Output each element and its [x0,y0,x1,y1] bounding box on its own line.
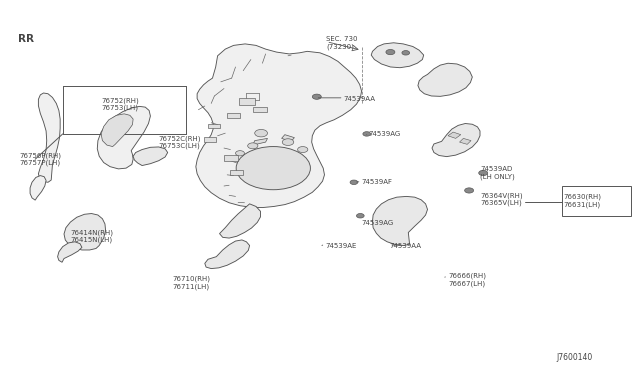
Polygon shape [196,44,362,208]
Text: 74539AG: 74539AG [362,220,394,226]
Polygon shape [371,43,424,68]
Polygon shape [64,214,106,250]
Circle shape [402,51,410,55]
Circle shape [282,139,294,145]
Polygon shape [97,106,150,169]
Polygon shape [58,242,82,262]
Circle shape [248,143,258,149]
Text: 76364V(RH)
76365V(LH): 76364V(RH) 76365V(LH) [480,192,523,206]
Bar [562,186,631,216]
Circle shape [479,170,488,176]
Bar [204,137,216,142]
Circle shape [236,147,310,190]
Bar [224,155,238,161]
Text: 74539AD
(LH ONLY): 74539AD (LH ONLY) [480,166,515,180]
Polygon shape [418,63,472,96]
Text: 76666(RH)
76667(LH): 76666(RH) 76667(LH) [448,273,486,287]
Text: 76752(RH)
76753(LH): 76752(RH) 76753(LH) [101,97,139,111]
Polygon shape [101,114,133,147]
Bar [239,98,255,105]
Circle shape [465,188,474,193]
Text: 76756P(RH)
76757P(LH): 76756P(RH) 76757P(LH) [19,152,61,166]
Circle shape [236,151,244,156]
Polygon shape [205,240,250,269]
Text: RR: RR [18,34,34,44]
Polygon shape [38,93,60,182]
Circle shape [363,132,371,136]
Text: 74539AA: 74539AA [389,243,421,249]
Circle shape [255,129,268,137]
Polygon shape [372,196,428,246]
Bar [208,124,220,128]
Bar [230,170,243,175]
Text: 76710(RH)
76711(LH): 76710(RH) 76711(LH) [173,276,211,290]
Text: J7600140: J7600140 [557,353,593,362]
Text: 76630(RH)
76631(LH): 76630(RH) 76631(LH) [563,194,601,208]
Text: 74539AA: 74539AA [344,96,376,102]
Circle shape [386,49,395,55]
Polygon shape [253,138,268,145]
Text: SEC. 730
(73230): SEC. 730 (73230) [326,36,358,49]
Polygon shape [133,147,168,166]
Text: 76752C(RH)
76753C(LH): 76752C(RH) 76753C(LH) [159,135,201,149]
Bar [227,113,240,118]
Polygon shape [220,204,260,238]
Text: 74539AG: 74539AG [368,131,400,137]
Circle shape [298,147,308,153]
Text: 76414N(RH)
76415N(LH): 76414N(RH) 76415N(LH) [70,229,113,243]
Text: 74539AE: 74539AE [325,243,356,249]
Bar [253,107,267,112]
Polygon shape [282,135,294,141]
Text: 74539AF: 74539AF [362,179,392,185]
Polygon shape [448,132,461,138]
Circle shape [350,180,358,185]
Circle shape [356,214,364,218]
Circle shape [312,94,321,99]
Polygon shape [460,138,471,144]
Polygon shape [432,124,480,157]
Polygon shape [30,176,46,200]
